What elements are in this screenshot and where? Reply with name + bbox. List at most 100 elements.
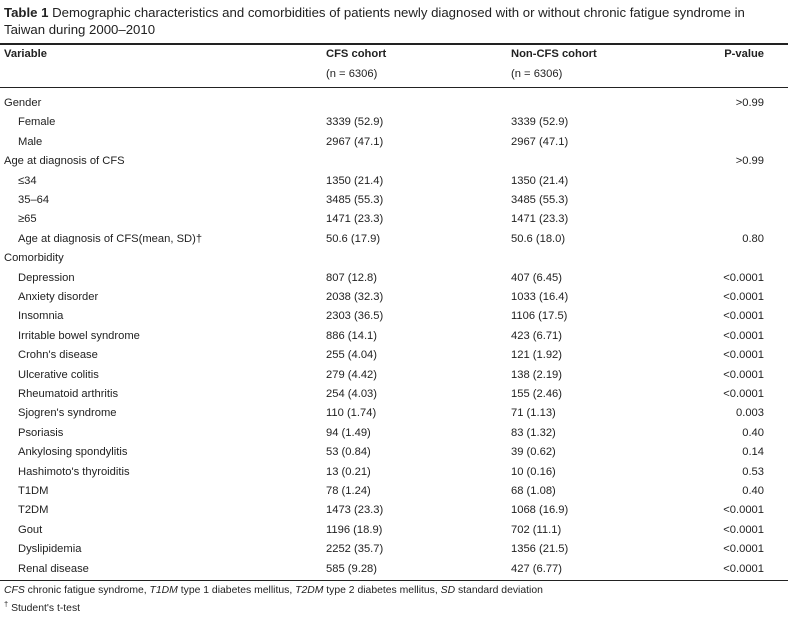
table-row: T2DM 1473 (23.3) 1068 (16.9) <0.0001 xyxy=(0,501,788,520)
noncfs-value: 155 (2.46) xyxy=(511,388,562,400)
table-row: Gout 1196 (18.9) 702 (11.1) <0.0001 xyxy=(0,521,788,540)
cfs-value: 1350 (21.4) xyxy=(326,174,384,187)
table-row: Sjogren's syndrome 110 (1.74) 71 (1.13) 0.0… xyxy=(0,404,788,423)
row-label: T2DM xyxy=(18,504,49,517)
noncfs-value: 1350 (21.4) xyxy=(511,174,569,187)
dagger-text: Student's t-test xyxy=(11,603,81,614)
abbr-term: SD xyxy=(440,585,456,596)
abbr-term: T1DM xyxy=(149,585,178,596)
row-label: Ulcerative colitis xyxy=(18,368,99,381)
noncfs-value: 1356 (21.5) xyxy=(511,543,569,556)
row-label: Insomnia xyxy=(18,310,64,323)
p-value: 0.80 xyxy=(742,232,764,245)
noncfs-value: 10 (0.16) xyxy=(511,465,556,478)
row-label: Gender xyxy=(4,97,42,109)
abbr-term: T2DM xyxy=(295,585,324,596)
cfs-value: 94 (1.49) xyxy=(326,426,371,439)
cfs-value: 53 (0.84) xyxy=(326,446,371,459)
row-label: Psoriasis xyxy=(18,426,64,439)
header-noncfs-title: Non-CFS cohort xyxy=(511,48,597,60)
noncfs-value: 3485 (55.3) xyxy=(511,194,569,206)
p-value: >0.99 xyxy=(735,155,764,168)
noncfs-value: 1471 (23.3) xyxy=(511,213,569,226)
table-row: ≤34 1350 (21.4) 1350 (21.4) xyxy=(0,172,788,191)
p-value: <0.0001 xyxy=(723,388,764,400)
table-row: Crohn's disease 255 (4.04) 121 (1.92) <0.00… xyxy=(0,346,788,365)
p-value: >0.99 xyxy=(735,97,764,109)
row-label: Depression xyxy=(18,271,75,284)
noncfs-value: 1068 (16.9) xyxy=(511,504,569,517)
table-row: Insomnia 2303 (36.5) 1106 (17.5) <0.0001 xyxy=(0,307,788,326)
cfs-value: 78 (1.24) xyxy=(326,485,371,497)
header-noncfs-n: (n = 6306) xyxy=(511,68,563,80)
p-value: 0.40 xyxy=(742,485,764,497)
p-value: <0.0001 xyxy=(723,523,764,536)
cfs-value: 1471 (23.3) xyxy=(326,213,384,226)
row-label: Comorbidity xyxy=(4,252,64,265)
header-pvalue: P-value xyxy=(724,48,764,60)
p-value: <0.0001 xyxy=(723,368,764,381)
p-value: 0.53 xyxy=(742,465,764,478)
table-row: Dyslipidemia 2252 (35.7) 1356 (21.5) <0.000… xyxy=(0,540,788,559)
cfs-value: 255 (4.04) xyxy=(326,349,377,362)
abbr-def: chronic fatigue syndrome, xyxy=(24,585,150,596)
table-row: 35–64 3485 (55.3) 3485 (55.3) xyxy=(0,191,788,210)
top-rule xyxy=(0,43,788,45)
cfs-value: 279 (4.42) xyxy=(326,368,377,381)
row-label: Female xyxy=(18,116,56,129)
table-title: Demographic characteristics and comorbid… xyxy=(4,5,745,37)
header-variable: Variable xyxy=(4,48,47,60)
row-label: 35–64 xyxy=(18,194,50,206)
cfs-value: 886 (14.1) xyxy=(326,329,377,342)
cfs-value: 1473 (23.3) xyxy=(326,504,384,517)
table-label: Table 1 xyxy=(4,5,49,20)
cfs-value: 110 (1.74) xyxy=(326,407,377,420)
row-label: Gout xyxy=(18,523,43,536)
cfs-value: 3339 (52.9) xyxy=(326,116,384,129)
noncfs-value: 423 (6.71) xyxy=(511,329,562,342)
table-row: Irritable bowel syndrome 886 (14.1) 423 (6… xyxy=(0,327,788,346)
cfs-value: 807 (12.8) xyxy=(326,271,377,284)
abbr-term: CFS xyxy=(4,585,25,596)
cfs-value: 585 (9.28) xyxy=(326,562,377,575)
noncfs-value: 121 (1.92) xyxy=(511,349,562,362)
noncfs-value: 407 (6.45) xyxy=(511,271,562,284)
cfs-value: 13 (0.21) xyxy=(326,465,371,478)
cfs-value: 1196 (18.9) xyxy=(326,523,383,536)
table-row: Age at diagnosis of CFS >0.99 xyxy=(0,152,788,171)
table-row: Ulcerative colitis 279 (4.42) 138 (2.19) <0… xyxy=(0,366,788,385)
cfs-value: 254 (4.03) xyxy=(326,388,377,400)
noncfs-value: 1106 (17.5) xyxy=(511,310,568,323)
p-value: <0.0001 xyxy=(723,329,764,342)
p-value: <0.0001 xyxy=(723,271,764,284)
row-label: T1DM xyxy=(18,485,49,497)
footnote-dagger: † Student's t-test xyxy=(4,599,81,614)
noncfs-value: 68 (1.08) xyxy=(511,485,556,497)
table-row: Rheumatoid arthritis 254 (4.03) 155 (2.46)… xyxy=(0,385,788,404)
bottom-rule xyxy=(0,580,788,581)
table-row: Comorbidity xyxy=(0,249,788,268)
noncfs-value: 71 (1.13) xyxy=(511,407,556,420)
p-value: <0.0001 xyxy=(723,504,764,517)
noncfs-value: 138 (2.19) xyxy=(511,368,562,381)
p-value: <0.0001 xyxy=(723,562,764,575)
row-label: Crohn's disease xyxy=(18,349,98,362)
table-row: ≥65 1471 (23.3) 1471 (23.3) xyxy=(0,210,788,229)
dagger-mark: † xyxy=(4,599,9,609)
noncfs-value: 702 (11.1) xyxy=(511,523,562,536)
row-label: Hashimoto's thyroiditis xyxy=(18,465,130,478)
noncfs-value: 3339 (52.9) xyxy=(511,116,569,129)
table-row: Hashimoto's thyroiditis 13 (0.21) 10 (0.16… xyxy=(0,463,788,482)
row-label: ≤34 xyxy=(18,174,37,187)
header-cfs-title: CFS cohort xyxy=(326,48,387,60)
row-label: Anxiety disorder xyxy=(18,291,99,303)
row-label: Irritable bowel syndrome xyxy=(18,329,140,342)
table-caption: Table 1 Demographic characteristics and … xyxy=(4,4,784,38)
row-label: Rheumatoid arthritis xyxy=(18,388,119,400)
row-label: Sjogren's syndrome xyxy=(18,407,117,420)
noncfs-value: 1033 (16.4) xyxy=(511,291,569,303)
row-label: ≥65 xyxy=(18,213,37,226)
table-row: Male 2967 (47.1) 2967 (47.1) xyxy=(0,133,788,152)
p-value: <0.0001 xyxy=(723,543,764,556)
table-row: Age at diagnosis of CFS(mean, SD)† 50.6 (… xyxy=(0,230,788,249)
